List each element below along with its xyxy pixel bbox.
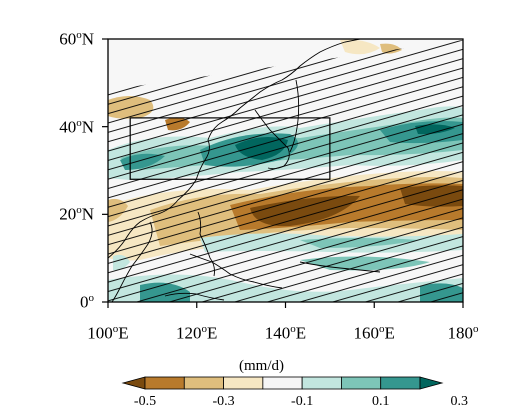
colorbar-label: -0.3 [212, 394, 235, 409]
y-label-1: 40oN [59, 116, 94, 137]
colorbar [121, 376, 444, 390]
anomaly-field [108, 39, 463, 302]
x-label-4: 180o [447, 323, 479, 343]
x-label-3: 160oE [353, 323, 395, 343]
axis-ticks [102, 38, 464, 308]
colorbar-label: -0.1 [291, 394, 314, 409]
colorbar-segment [419, 376, 444, 390]
colorbar-segment [301, 376, 342, 390]
colorbar-segment [341, 376, 382, 390]
colorbar-segment [183, 376, 224, 390]
colorbar-segment [144, 376, 185, 390]
region-box [129, 117, 331, 180]
y-label-2: 20oN [59, 204, 94, 224]
colorbar-label: 0.1 [371, 394, 390, 409]
colorbar-unit: (mm/d) [239, 358, 284, 374]
x-label-1: 120oE [176, 323, 218, 343]
colorbar-label: 0.3 [450, 394, 469, 409]
x-label-2: 140oE [264, 323, 307, 343]
colorbar-segment [380, 376, 421, 390]
y-label-0: 60oN [59, 29, 94, 49]
colorbar-segment [121, 376, 146, 390]
colorbar-label: -0.5 [133, 394, 157, 409]
colorbar-label: 0.5 [518, 394, 523, 410]
colorbar-segment [223, 376, 264, 390]
colorbar-segment [262, 376, 303, 390]
coastlines [108, 39, 381, 302]
x-label-0: 100oE [87, 323, 129, 343]
y-label-3: 0o [80, 292, 94, 312]
